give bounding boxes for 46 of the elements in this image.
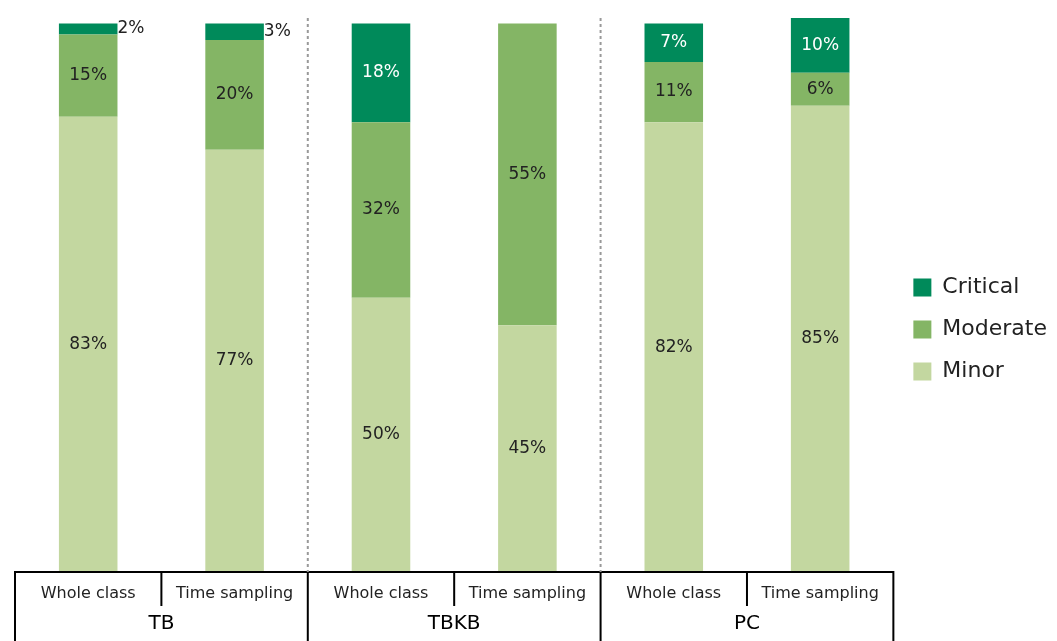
data-label: 82%	[654, 335, 693, 356]
x-tick-label: Time sampling	[174, 582, 294, 602]
data-label: 6%	[806, 77, 834, 98]
x-tick-label: Whole class	[40, 582, 136, 602]
bar	[790, 72, 850, 106]
data-label: 55%	[508, 162, 547, 183]
x-tick-label: Whole class	[626, 582, 722, 602]
bar	[205, 39, 264, 150]
x-tick-label: Whole class	[333, 582, 429, 602]
data-label: 83%	[69, 332, 108, 353]
text: TB	[147, 610, 175, 635]
bar	[351, 23, 411, 123]
bar	[498, 325, 557, 572]
legend-label: Minor	[942, 357, 1005, 383]
data-label: 3%	[263, 20, 291, 41]
data-label: 2%	[117, 17, 145, 38]
bar	[644, 23, 704, 62]
x-tick-label: Time sampling	[467, 582, 587, 602]
data-label: 20%	[215, 83, 254, 104]
data-label: 45%	[508, 437, 547, 458]
data-label: 11%	[654, 80, 693, 101]
bar	[58, 34, 118, 117]
data-label: 10%	[801, 33, 840, 54]
text: TBKB	[426, 610, 481, 635]
data-label: 32%	[362, 198, 400, 219]
data-label: 7%	[660, 31, 688, 52]
bar	[790, 105, 850, 572]
x-tick-label: Time sampling	[760, 582, 879, 602]
bar	[351, 122, 411, 298]
data-label: 50%	[362, 423, 400, 444]
data-label: 18%	[362, 61, 400, 82]
data-label: 15%	[69, 64, 108, 85]
bar	[644, 122, 704, 572]
legend-label: Moderate	[942, 315, 1048, 341]
bar	[498, 23, 557, 326]
data-label: 85%	[801, 327, 840, 348]
legend-label: Critical	[942, 273, 1020, 299]
bar	[58, 116, 118, 572]
bar	[790, 18, 850, 73]
bar	[58, 23, 118, 35]
data-label: 77%	[215, 349, 254, 370]
bar	[644, 61, 704, 123]
bar	[205, 149, 264, 572]
text: PC	[733, 610, 760, 635]
bar	[351, 297, 411, 572]
bar	[205, 23, 264, 40]
